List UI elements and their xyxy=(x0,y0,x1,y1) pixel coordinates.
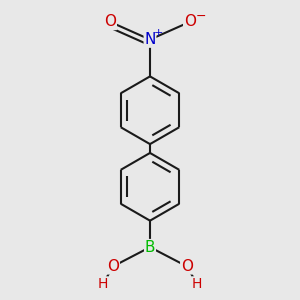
Text: N: N xyxy=(144,32,156,47)
Text: −: − xyxy=(196,10,206,23)
Text: O: O xyxy=(181,259,193,274)
Text: H: H xyxy=(98,277,108,291)
Text: H: H xyxy=(192,277,202,291)
Text: O: O xyxy=(107,259,119,274)
Text: B: B xyxy=(145,240,155,255)
Text: +: + xyxy=(154,28,164,38)
Text: O: O xyxy=(184,14,196,29)
Text: O: O xyxy=(104,14,116,29)
